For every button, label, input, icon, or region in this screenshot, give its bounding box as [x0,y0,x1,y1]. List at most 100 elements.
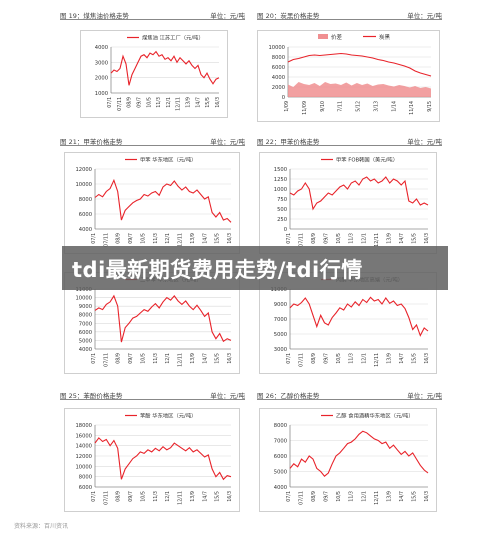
x-tick-label: 11/3 [153,233,159,244]
x-tick-label: 15/5 [411,491,417,502]
x-tick-label: 15/5 [215,353,221,364]
chart-svg: 0 2000 4000 6000 8000 10000 1/09 11/09 9/10 7/11 5… [268,33,433,115]
x-tick-label: 09/7 [128,233,134,244]
x-tick-label: 13/9 [190,491,196,502]
y-tick-label: 10000 [75,182,92,188]
legend-label: 价差 [331,33,343,41]
x-tick-label: 08/9 [116,353,122,364]
figure-header: 图 22：甲苯价格走势 单位：元/吨 [257,132,442,146]
x-tick-label: 10/5 [146,97,152,108]
y-tick-label: 1000 [95,91,108,97]
x-tick-label: 16/3 [424,491,430,502]
y-tick-label: 8000 [79,475,92,481]
y-tick-label: 6000 [79,212,92,218]
x-tick-label: 12/1 [361,353,367,364]
x-tick-label: 07/1 [286,233,292,244]
figure-header: 图 21：甲苯价格走势 单位：元/吨 [60,132,245,146]
y-tick-label: 250 [277,217,287,223]
x-tick-label: 07/11 [299,353,305,367]
x-tick-label: 3/13 [373,101,379,112]
header-rule [257,399,442,400]
x-tick-label: 16/3 [227,233,233,244]
x-tick-label: 07/1 [91,491,97,502]
chart-svg: 4000 5000 6000 7000 8000 07/1 07/11 08/9 09/7 10/… [274,412,430,505]
y-tick-label: 8000 [79,313,92,319]
figure-header: 图 25：苯酚价格走势 单位：元/吨 [60,386,245,400]
y-tick-label: 16000 [75,433,92,439]
x-tick-label: 10/5 [336,353,342,364]
header-rule [257,19,442,20]
x-tick-label: 09/7 [136,97,142,108]
x-tick-label: 16/3 [424,353,430,364]
figure-unit: 单位：元/吨 [407,392,442,400]
legend-label: 苯酚 华东地区（元/吨） [140,412,196,420]
x-tick-label: 12/1 [165,491,171,502]
y-tick-label: 1250 [274,177,287,183]
chart-svg: 4000 6000 8000 10000 12000 07/1 07/11 08/9 09/7 1… [75,156,233,247]
x-tick-label: 11/3 [349,491,355,502]
x-tick-label: 08/9 [311,233,317,244]
legend-label: 甲苯 华东地区（元/吨） [140,156,196,164]
x-tick-label: 16/3 [215,97,221,108]
y-tick-label: 3000 [95,60,108,66]
x-tick-label: 16/3 [227,491,233,502]
figure-header: 图 19：煤焦油价格走势 单位：元/吨 [60,6,245,20]
y-tick-label: 9000 [79,304,92,310]
header-rule [60,399,245,400]
x-tick-label: 15/5 [411,233,417,244]
x-tick-label: 07/1 [91,353,97,364]
y-tick-label: 5000 [274,332,287,338]
x-tick-label: 16/3 [227,353,233,364]
y-tick-label: 6000 [274,454,287,460]
y-tick-label: 6000 [79,330,92,336]
x-tick-label: 11/09 [302,101,308,115]
x-tick-label: 1/14 [391,101,397,112]
y-tick-label: 11000 [75,287,92,293]
series-line [110,50,220,86]
x-tick-label: 15/5 [411,353,417,364]
series-line [94,437,232,481]
y-tick-label: 10000 [268,45,285,51]
x-tick-label: 11/3 [349,353,355,364]
x-tick-label: 9/10 [320,101,326,112]
x-tick-label: 10/5 [140,491,146,502]
x-tick-label: 15/5 [215,233,221,244]
chart-toluene-east: 4000 6000 8000 10000 12000 07/1 07/11 08/9 09/7 1… [64,152,240,254]
x-tick-label: 07/11 [103,353,109,367]
y-tick-label: 7000 [274,317,287,323]
x-tick-label: 07/1 [286,353,292,364]
figure-title: 图 21：甲苯价格走势 [60,138,123,146]
x-tick-label: 13/9 [386,491,392,502]
series-line [289,176,429,211]
y-tick-label: 8000 [272,55,285,61]
y-tick-label: 4000 [95,45,108,51]
y-tick-label: 7000 [274,439,287,445]
x-tick-label: 14/7 [202,233,208,244]
figure-header: 图 20：炭黑价格走势 单位：元/吨 [257,6,442,20]
legend-label: 甲苯 FOB韩国（美元/吨） [336,156,398,164]
chart-phenol: 6000 8000 10000 12000 14000 16000 18000 07/1 07/… [64,408,240,512]
x-tick-label: 15/5 [205,97,211,108]
y-tick-label: 12000 [75,454,92,460]
series-line-carbon-black [287,52,432,77]
x-tick-label: 14/7 [399,491,405,502]
y-tick-label: 2000 [95,76,108,82]
x-tick-label: 13/9 [386,233,392,244]
x-tick-label: 12/1 [166,97,172,108]
x-tick-label: 08/9 [311,353,317,364]
figure-unit: 单位：元/吨 [407,12,442,20]
x-tick-label: 14/7 [202,491,208,502]
figure-header: 图 26：乙醇价格走势 单位：元/吨 [257,386,442,400]
y-tick-label: 4000 [272,75,285,81]
x-tick-label: 09/7 [324,353,330,364]
x-tick-label: 07/11 [299,233,305,247]
page-title: tdi最新期货费用走势/tdi行情 [72,258,363,282]
chart-svg: 1000 2000 3000 4000 07/1 07/11 08/9 09/7 10/5 11/… [95,34,221,111]
figure-unit: 单位：元/吨 [210,12,245,20]
figure-unit: 单位：元/吨 [210,392,245,400]
y-tick-label: 11000 [270,287,287,293]
y-tick-label: 7000 [79,321,92,327]
x-tick-label: 09/7 [324,233,330,244]
y-tick-label: 0 [284,227,287,233]
